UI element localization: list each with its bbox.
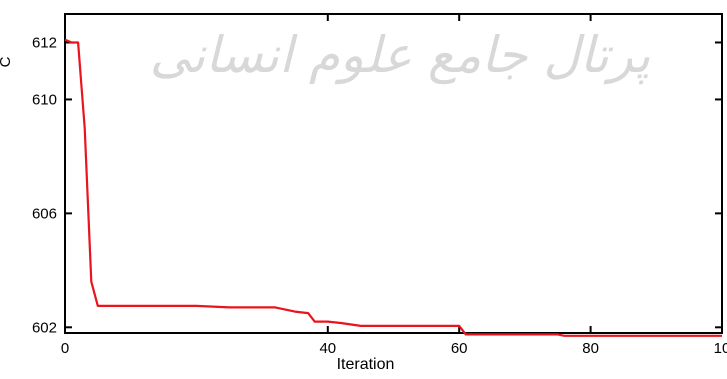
series-layer (64, 38, 722, 337)
y-axis-title: C (0, 56, 14, 67)
x-tick-label: 80 (582, 340, 599, 357)
plot-frame (64, 13, 723, 334)
y-tick-label: 602 (32, 319, 57, 336)
watermark-text: پرتال جامع علوم انسانی (150, 26, 651, 85)
labels: 0 40 60 80 10 602 606 610 612 Iteration C (0, 34, 727, 373)
x-tick-label: 0 (61, 340, 69, 357)
y-tick-label: 606 (32, 205, 57, 222)
x-tick-label: 10 (714, 340, 727, 357)
y-tick-label: 612 (32, 34, 57, 51)
series-line (64, 38, 722, 337)
x-axis-title: Iteration (337, 356, 395, 373)
axes (64, 13, 723, 334)
x-tick-label: 40 (319, 340, 336, 357)
x-tick-label: 60 (451, 340, 468, 357)
y-tick-label: 610 (32, 91, 57, 108)
